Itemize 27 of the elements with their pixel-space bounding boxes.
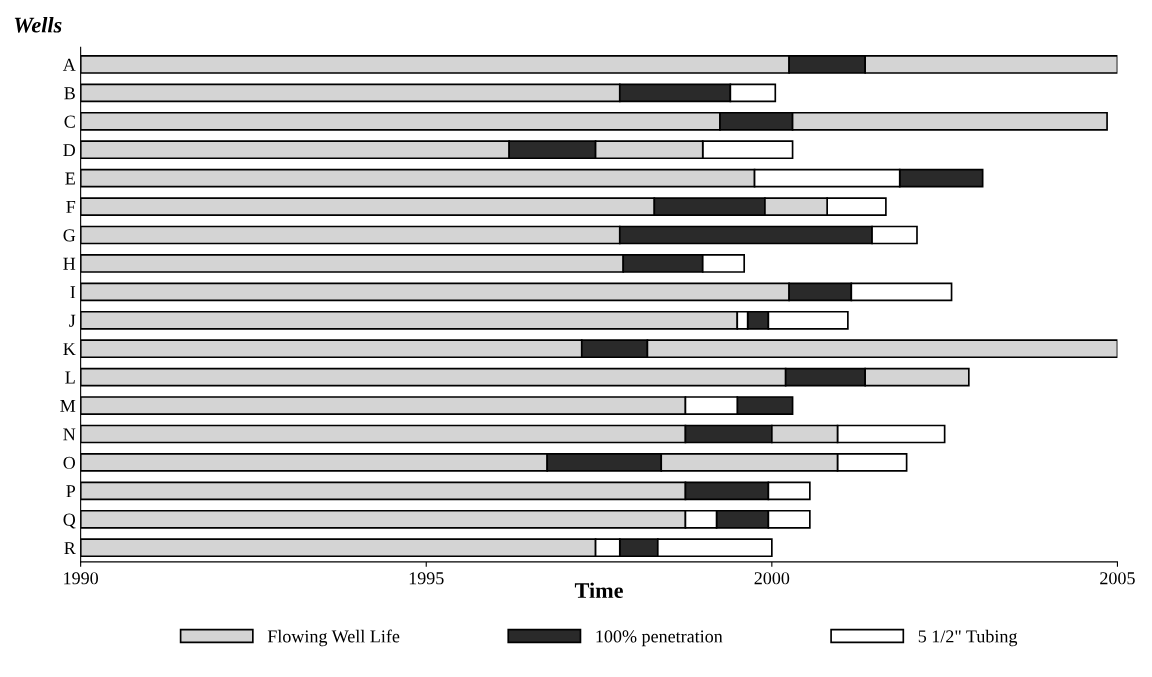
- y-tick-label: O: [63, 456, 76, 469]
- legend-label: 100% penetration: [596, 630, 723, 647]
- y-tick-label: N: [63, 428, 76, 441]
- y-tick-label: I: [70, 286, 76, 299]
- y-tick-label: H: [63, 257, 76, 270]
- y-tick-label: A: [62, 58, 76, 71]
- y-tick-label: R: [64, 542, 76, 554]
- y-tick-label: B: [64, 87, 75, 100]
- x-tick-label: 1995: [409, 572, 444, 585]
- y-tick-label: Q: [63, 513, 76, 529]
- y-tick-label: L: [65, 371, 75, 384]
- y-tick-label: M: [60, 400, 76, 412]
- x-axis-title: Time: [574, 582, 623, 599]
- y-tick-label: P: [66, 485, 76, 498]
- y-tick-label: C: [64, 115, 75, 128]
- y-axis-title: Wells: [14, 16, 62, 33]
- legend-label: 5 1/2" Tubing: [918, 629, 1018, 647]
- legend-label: Flowing Well Life: [267, 629, 400, 647]
- y-tick-label: D: [63, 144, 76, 157]
- y-tick-label: K: [63, 343, 76, 355]
- x-tick-label: 2000: [754, 572, 790, 585]
- x-tick-label: 1990: [64, 572, 99, 585]
- y-tick-label: F: [66, 201, 76, 213]
- x-tick-label: 2005: [1100, 572, 1135, 585]
- y-tick-label: E: [65, 172, 75, 185]
- y-tick-label: J: [69, 314, 76, 327]
- y-tick-label: G: [63, 229, 76, 242]
